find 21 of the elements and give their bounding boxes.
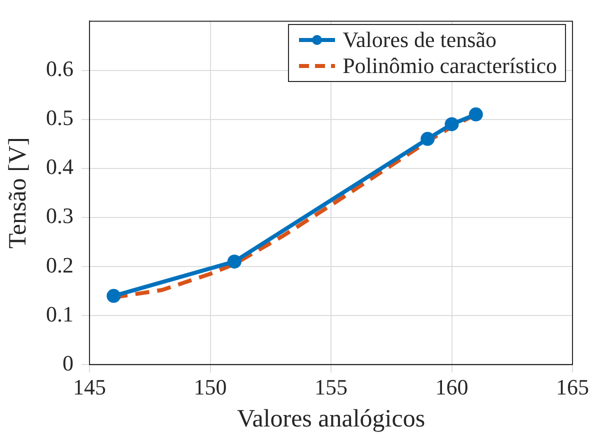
x-tick-label: 145 — [73, 374, 106, 400]
y-tick-label: 0.6 — [46, 56, 74, 82]
y-tick-label: 0 — [62, 350, 74, 376]
point — [444, 117, 459, 132]
point — [227, 254, 242, 269]
x-tick-label: 150 — [194, 374, 227, 400]
legend-label: Valores de tensão — [342, 27, 497, 53]
legend-label: Polinômio característico — [342, 53, 557, 79]
y-tick-label: 0.1 — [46, 301, 74, 326]
y-axis-title: Tensão [V] — [4, 137, 32, 249]
y-tick-label: 0.4 — [46, 154, 74, 180]
y-tick-label: 0.2 — [46, 252, 74, 278]
x-tick-label: 155 — [314, 374, 348, 400]
point — [420, 132, 435, 146]
point — [106, 288, 121, 303]
point — [468, 107, 483, 122]
x-tick-label: 165 — [556, 374, 589, 400]
x-axis-title: Valores analógicos — [236, 406, 426, 433]
y-tick-label: 0.3 — [46, 203, 74, 228]
y-tick-label: 0.5 — [46, 105, 74, 130]
x-tick-label: 160 — [435, 374, 468, 400]
